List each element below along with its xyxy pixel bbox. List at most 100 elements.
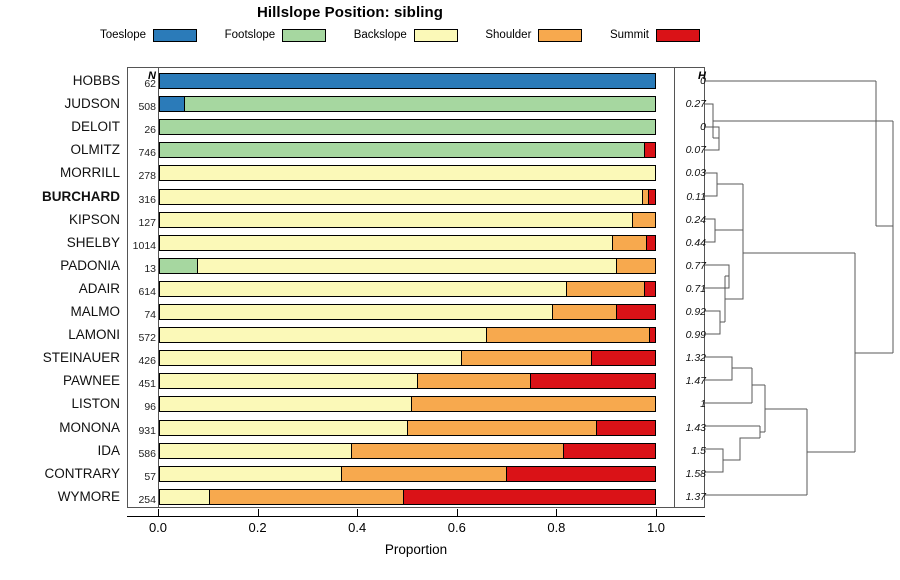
bar-segment [596,420,655,435]
bar-segment [646,235,655,250]
h-value: 1.32 [685,352,706,365]
bar-segment [612,235,647,250]
table-row: PAWNEE 451 1.47 [0,370,900,392]
x-axis-tick-label: 0.8 [547,520,566,535]
bar-segment [160,258,199,273]
h-value: 0.03 [685,167,706,180]
bar-segment [632,212,655,227]
bar-segment [530,374,655,389]
bar-segment [592,351,655,366]
n-value: 746 [138,147,156,160]
table-row: OLMITZ 746 0.07 [0,139,900,161]
table-row: JUDSON 508 0.27 [0,93,900,115]
table-row: LAMONI 572 0.99 [0,324,900,346]
legend: Toeslope Footslope Backslope Shoulder Summit [100,25,700,45]
bar-segment [160,466,343,481]
stacked-bar [159,419,656,436]
stacked-bar [159,396,656,413]
h-value: 0.27 [685,98,706,111]
chart-title: Hillslope Position: sibling [256,4,444,21]
h-column-divider [674,67,675,508]
n-value: 426 [138,355,156,368]
series-label: JUDSON [64,96,120,112]
stacked-bar [159,96,656,113]
h-value: 0.24 [685,213,706,226]
bar-segment [210,489,404,504]
h-value: 0.92 [685,306,706,318]
bar-segment [160,166,655,181]
stacked-bar [159,442,656,459]
h-value: 1.43 [685,421,706,434]
n-column-header: N [148,70,156,82]
bar-segment [160,189,643,204]
x-axis-tick-label: 0.2 [248,520,267,535]
legend-swatch [538,28,583,42]
legend-item: Backslope [354,28,458,42]
h-value: 1.58 [685,467,706,480]
h-column-header: H [698,70,706,82]
n-value: 586 [138,447,156,460]
table-row: SHELBY 1014 0.44 [0,232,900,254]
series-label: MONONA [59,419,120,435]
table-row: WYMORE 254 1.37 [0,486,900,508]
h-value: 1.37 [685,490,706,503]
n-value: 316 [138,193,156,206]
stacked-bar [159,280,656,297]
n-value: 508 [138,101,156,114]
series-label: SHELBY [66,234,120,250]
dendrogram [705,80,894,496]
table-row: CONTRARY 57 1.58 [0,463,900,485]
h-value: 0.71 [685,282,706,295]
bar-segment [553,305,618,319]
table-row: PADONIA 13 0.77 [0,255,900,277]
bar-segment [616,258,655,273]
series-label: PAWNEE [62,373,120,389]
n-value: 451 [138,378,156,391]
stacked-bar [159,327,656,344]
legend-item: Shoulder [485,28,583,42]
table-row: MALMO 74 0.92 [0,301,900,323]
bar-segment [160,97,185,112]
x-axis-tick [158,509,159,517]
x-axis-tick [556,509,558,517]
legend-item-label: Toeslope [100,29,147,41]
h-value: 1 [700,398,706,411]
bar-segment [417,374,531,389]
bar-segment [407,420,597,435]
stacked-bar [159,257,656,274]
bar-segment [198,258,617,273]
table-row: MORRILL 278 0.03 [0,162,900,184]
n-value: 254 [138,493,156,506]
series-label: KIPSON [68,211,120,227]
stacked-bar [159,188,656,205]
table-row: STEINAUER 426 1.32 [0,347,900,369]
bar-segment [160,351,462,366]
bar-segment [506,466,655,481]
bar-segment [486,328,651,343]
plot-frame [127,67,705,508]
x-axis-tick [357,509,359,517]
bar-segment [566,281,646,296]
x-axis-line [127,516,705,517]
stacked-bar [159,165,656,182]
legend-item: Toeslope [100,28,198,42]
x-axis-tick [257,509,259,517]
n-value: 62 [144,78,156,90]
bar-segment [403,489,655,504]
table-row: MONONA 931 1.43 [0,417,900,439]
series-label: IDA [97,442,120,458]
legend-swatch [282,28,327,42]
n-value: 127 [138,216,156,229]
bar-segment [617,305,655,319]
table-row: HOBBS 62 0 [0,70,900,92]
stacked-bar [159,142,656,159]
stacked-bar [159,119,656,136]
series-label: PADONIA [60,257,120,273]
series-label: LISTON [71,396,120,412]
stacked-bar [159,73,656,89]
h-value: 1.47 [685,375,706,388]
n-value: 74 [144,309,156,321]
n-value: 614 [138,285,156,298]
bar-segment [160,120,655,135]
n-value: 931 [138,424,156,437]
